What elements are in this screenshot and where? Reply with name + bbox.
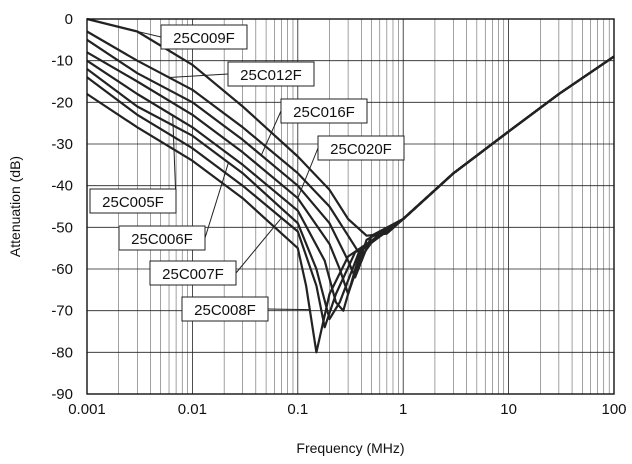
y-tick-label: -90 (51, 386, 73, 403)
leader-line-25C007F (235, 217, 282, 274)
callout-box-25C009F (160, 24, 248, 50)
x-tick-label: 0.01 (178, 401, 207, 418)
plot-frame (86, 18, 615, 395)
series-layer (86, 17, 615, 354)
leader-line-25C012F (168, 73, 229, 78)
callout-box-25C008F (181, 296, 269, 322)
callout-box-25C012F (227, 61, 315, 87)
y-tick-label: -40 (51, 178, 73, 195)
leader-line-25C005F (172, 115, 177, 202)
leader-line-25C016F (260, 110, 282, 156)
x-tick-label: 100 (601, 401, 626, 418)
callout-label-25C020F: 25C020F (330, 141, 392, 158)
callout-box-25C020F (317, 135, 405, 161)
callout-label-25C009F: 25C009F (173, 30, 235, 47)
callout-box-25C016F (280, 98, 368, 124)
callout-label-25C012F: 25C012F (240, 67, 302, 84)
leader-line-25C020F (297, 147, 319, 199)
series-line-25C008F (86, 55, 615, 354)
y-tick-label: -80 (51, 344, 73, 361)
y-axis-title: Attenuation (dB) (7, 156, 23, 257)
callout-box-25C007F (149, 260, 237, 286)
callout-layer: 25C009F 25C012F 25C016F 25C020F 25C005F 25C00… (89, 24, 405, 322)
y-tick-label: -20 (51, 94, 73, 111)
frame-layer (86, 18, 615, 395)
callout-label-25C008F: 25C008F (194, 302, 256, 319)
x-tick-label: 0.001 (68, 401, 106, 418)
leader-line-25C009F (128, 28, 162, 38)
y-tick-label: -30 (51, 136, 73, 153)
y-tick-label: -60 (51, 261, 73, 278)
x-axis-title: Frequency (MHz) (296, 440, 404, 456)
leader-line-25C006F (204, 162, 229, 239)
callout-box-25C006F (118, 225, 206, 251)
callout-label-25C016F: 25C016F (293, 104, 355, 121)
y-tick-label: -10 (51, 53, 73, 70)
y-tick-label: -50 (51, 219, 73, 236)
x-tick-label: 1 (399, 401, 407, 418)
callout-label-25C006F: 25C006F (131, 231, 193, 248)
y-tick-label: 0 (65, 11, 73, 28)
tick-layer: 0.001 0.01 0.1 1 10 100 0 -10 -20 -30 -40 -50 -60 -70… (51, 11, 626, 418)
callout-label-25C005F: 25C005F (102, 194, 164, 211)
callout-box-25C005F (89, 188, 177, 214)
x-tick-label: 0.1 (287, 401, 308, 418)
leader-line-25C008F (267, 308, 310, 311)
callout-label-25C007F: 25C007F (162, 266, 224, 283)
x-tick-label: 10 (500, 401, 517, 418)
y-tick-label: -70 (51, 303, 73, 320)
